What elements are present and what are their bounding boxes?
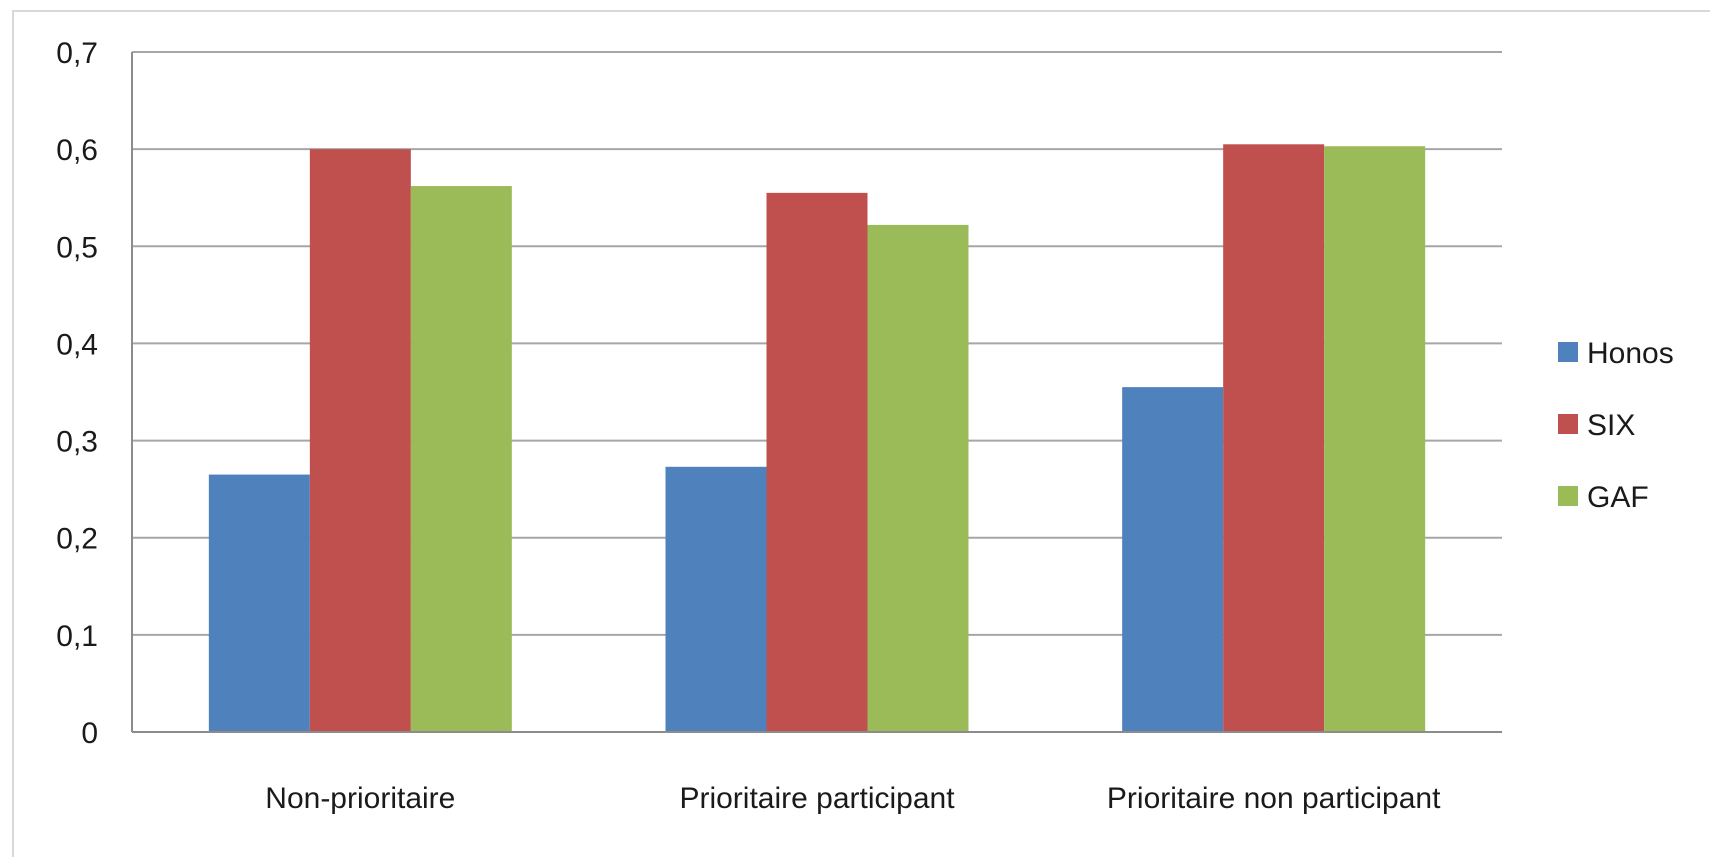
- legend-swatch-gaf: [1558, 486, 1578, 506]
- bar-honos-2: [1122, 387, 1224, 732]
- y-tick-label-5: 0,5: [56, 231, 98, 264]
- x-tick-label-2: Prioritaire non participant: [1107, 782, 1441, 815]
- x-tick-labels: Non-prioritaire Prioritaire participant Pr…: [265, 782, 1441, 815]
- y-tick-label-7: 0,7: [56, 37, 98, 70]
- y-tick-label-1: 0,1: [56, 620, 98, 653]
- y-tick-label-4: 0,4: [56, 328, 98, 361]
- bar-six-2: [1223, 144, 1325, 733]
- legend-swatch-honos: [1558, 342, 1578, 362]
- x-tick-label-1: Prioritaire participant: [679, 782, 955, 815]
- bars: [208, 144, 1426, 733]
- bar-honos-1: [665, 466, 767, 732]
- x-tick-label-0: Non-prioritaire: [265, 782, 455, 815]
- y-tick-label-3: 0,3: [56, 426, 98, 459]
- chart-frame: [12, 10, 1710, 857]
- legend-label-gaf: GAF: [1587, 481, 1649, 514]
- bar-gaf-2: [1324, 146, 1426, 732]
- y-tick-label-2: 0,2: [56, 523, 98, 556]
- bar-gaf-0: [410, 186, 512, 733]
- legend-label-honos: Honos: [1587, 337, 1674, 370]
- y-tick-label-0: 0: [81, 717, 98, 750]
- legend-label-six: SIX: [1587, 409, 1635, 442]
- bar-gaf-1: [867, 224, 969, 732]
- legend: Honos SIX GAF: [1558, 337, 1674, 514]
- axes: [131, 52, 1502, 733]
- bar-six-1: [766, 192, 868, 732]
- y-tick-labels: 0 0,1 0,2 0,3 0,4 0,5 0,6 0,7: [56, 37, 98, 750]
- legend-swatch-six: [1558, 414, 1578, 434]
- y-tick-label-6: 0,6: [56, 134, 98, 167]
- bar-six-0: [309, 149, 411, 733]
- bar-honos-0: [208, 474, 310, 732]
